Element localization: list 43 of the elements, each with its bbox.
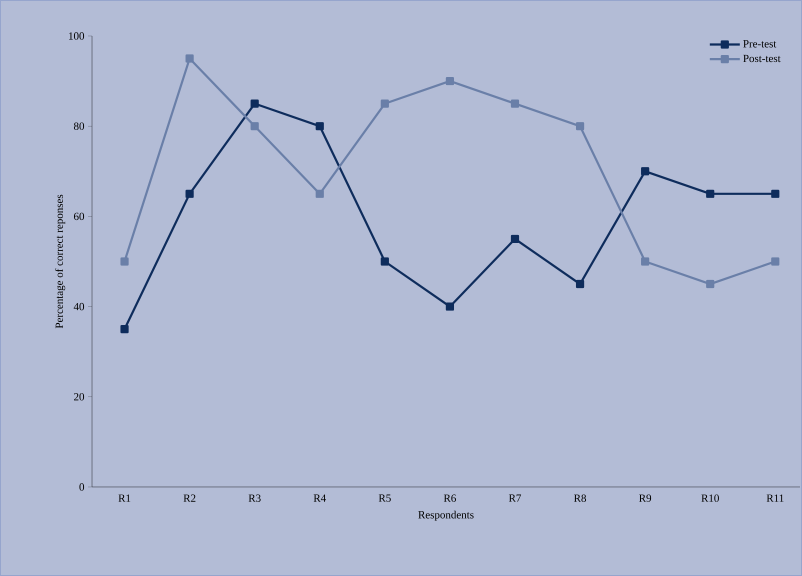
y-tick-label: 20 — [74, 393, 84, 400]
point — [446, 76, 454, 86]
x-tick-label: R6 — [444, 494, 456, 502]
point — [316, 190, 324, 198]
point — [446, 302, 454, 311]
point — [120, 325, 129, 334]
point — [250, 122, 259, 130]
y-axis-title: Percentage of correct reponses — [55, 194, 66, 328]
y-tick-label: 40 — [74, 302, 84, 310]
y-tick-label: 0 — [79, 483, 84, 491]
x-tick-label: R5 — [378, 494, 391, 502]
x-tick-label: R11 — [766, 494, 784, 502]
point — [186, 190, 194, 198]
x-tick-label: R3 — [248, 494, 261, 502]
y-tick-label: 100 — [69, 32, 84, 40]
point — [771, 257, 780, 266]
point — [250, 100, 259, 108]
point — [706, 190, 714, 198]
point — [510, 234, 520, 244]
y-tick-label: 60 — [74, 212, 84, 220]
legend-label: Pre-test — [743, 40, 776, 48]
x-tick-label: R1 — [118, 494, 130, 502]
y-tick-label: 80 — [74, 122, 84, 130]
point — [186, 54, 194, 63]
x-axis-title: Respondents — [418, 510, 474, 521]
x-tick-label: R7 — [508, 494, 522, 502]
point — [641, 167, 650, 176]
point — [771, 190, 780, 198]
point — [706, 280, 714, 288]
x-tick-label: R10 — [701, 494, 719, 502]
point — [576, 122, 584, 130]
point — [641, 257, 650, 266]
point — [510, 100, 520, 108]
point — [576, 280, 584, 288]
legend-label: Post-test — [743, 54, 781, 62]
x-tick-label: R4 — [314, 494, 326, 502]
x-tick-label: R9 — [639, 494, 652, 502]
point — [380, 257, 389, 266]
point — [380, 100, 389, 108]
x-tick-label: R2 — [184, 494, 196, 502]
x-tick-label: R8 — [574, 494, 586, 502]
point — [316, 122, 324, 130]
point — [120, 257, 129, 266]
